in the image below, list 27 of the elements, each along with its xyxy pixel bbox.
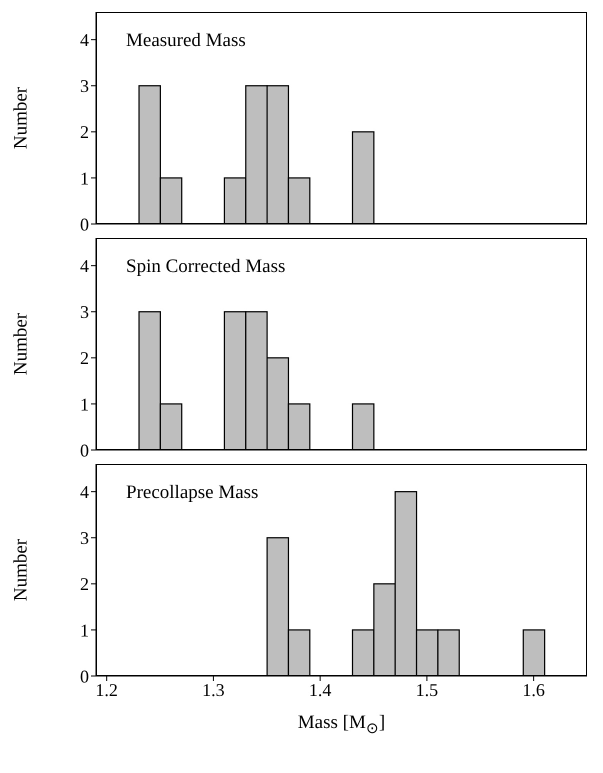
text: Measured Mass	[126, 30, 246, 52]
x-axis-title: Mass [M$_{⊙}$]	[298, 712, 386, 736]
y-tick-label: 4	[80, 482, 89, 502]
x-tick-label: 1.4	[308, 680, 332, 700]
y-tick-label: 3	[80, 528, 89, 548]
y-tick-label: 4	[80, 256, 89, 276]
y-tick-label: 1	[80, 620, 89, 640]
y-tick-label: 2	[80, 122, 89, 142]
y-tick-label: 3	[80, 76, 89, 96]
y-tick-label: 3	[80, 302, 89, 322]
y-axis-title: Number	[10, 312, 32, 376]
y-tick-label: 0	[80, 440, 89, 460]
y-tick-label: 0	[80, 214, 89, 234]
y-axis-title: Number	[10, 538, 32, 602]
text: Precollapse Mass	[126, 482, 258, 504]
y-tick-label: 0	[80, 666, 89, 686]
x-tick-label: 1.5	[416, 680, 438, 700]
x-tick-label: 1.6	[522, 680, 545, 700]
y-tick-label: 1	[80, 394, 89, 414]
x-tick-label: 1.2	[95, 680, 118, 700]
y-tick-label: 4	[80, 30, 89, 50]
y-tick-label: 1	[80, 168, 89, 188]
y-tick-label: 2	[80, 348, 89, 368]
x-tick-label: 1.3	[202, 680, 225, 700]
text: Spin Corrected Mass	[126, 256, 286, 278]
y-axis-title: Number	[10, 86, 32, 150]
y-tick-label: 2	[80, 574, 89, 594]
